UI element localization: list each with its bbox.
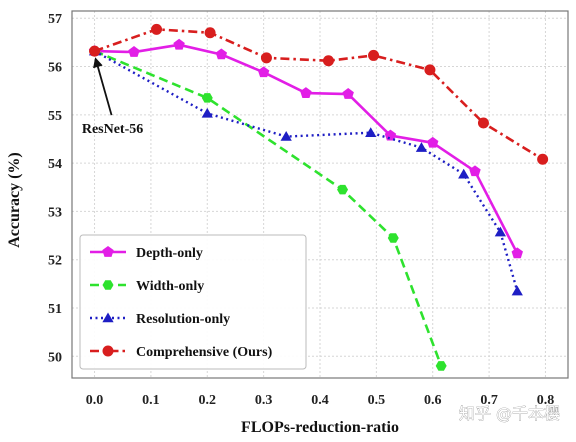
y-axis-label: Accuracy (%) — [6, 152, 23, 248]
data-point — [89, 45, 101, 57]
y-tick-label: 54 — [48, 157, 62, 172]
data-point — [201, 93, 213, 103]
data-point — [427, 136, 439, 148]
x-tick-label: 0.2 — [199, 393, 217, 408]
data-point — [257, 66, 270, 78]
series-comprehensive-ours — [89, 23, 549, 165]
data-point — [215, 48, 228, 60]
legend-item: Width-only — [90, 279, 204, 294]
annotation-arrow — [93, 57, 113, 116]
y-tick-label: 52 — [48, 254, 62, 269]
legend-item: Depth-only — [90, 246, 203, 261]
series-line — [94, 28, 544, 161]
legend-label: Resolution-only — [136, 312, 230, 327]
data-point — [477, 117, 489, 129]
data-point — [494, 226, 506, 237]
legend-item: Comprehensive (Ours) — [90, 345, 273, 360]
x-tick-label: 0.6 — [424, 393, 442, 408]
x-tick-label: 0.7 — [480, 393, 498, 408]
legend-marker — [102, 345, 114, 357]
data-point — [280, 131, 292, 141]
tick-labels: 0.0 0.1 0.2 0.3 0.4 0.5 0.6 0.7 0.8 50 51 52 53 54 55 5… — [48, 12, 554, 408]
data-point — [415, 142, 428, 152]
data-point — [300, 87, 312, 98]
x-tick-label: 0.5 — [368, 393, 386, 408]
y-tick-label: 51 — [48, 302, 62, 317]
data-point — [469, 165, 481, 177]
data-point — [537, 153, 549, 165]
data-point — [201, 107, 213, 118]
data-point — [511, 247, 523, 259]
x-axis-label: FLOPs-reduction-ratio — [241, 419, 399, 436]
legend-label: Depth-only — [136, 246, 203, 261]
data-point — [368, 49, 380, 61]
data-point — [458, 168, 470, 179]
x-tick-label: 0.1 — [142, 393, 160, 408]
y-tick-label: 50 — [48, 350, 62, 365]
data-point — [173, 38, 185, 50]
legend: Depth-only Width-only Resolution-only Compr… — [79, 234, 307, 370]
data-point — [365, 127, 377, 137]
series-depth-only — [88, 38, 523, 259]
annotations: ResNet-56 — [82, 57, 143, 137]
annotation-label: ResNet-56 — [82, 122, 143, 137]
x-tick-label: 0.3 — [255, 393, 273, 408]
data-point — [387, 233, 399, 243]
data-point — [342, 88, 354, 99]
plot-frame — [71, 10, 569, 379]
data-point — [151, 23, 163, 35]
y-tick-label: 57 — [48, 12, 62, 27]
x-tick-label: 0.0 — [86, 393, 104, 408]
watermark: 知乎 @千本樱 — [459, 404, 560, 423]
data-point — [384, 129, 397, 141]
x-tick-label: 0.4 — [311, 393, 329, 408]
data-point — [204, 27, 216, 39]
data-point — [511, 285, 523, 296]
legend-item: Resolution-only — [90, 312, 230, 327]
legend-marker — [102, 280, 114, 290]
legend-box — [79, 234, 307, 370]
y-tick-label: 53 — [48, 205, 62, 220]
legend-marker — [102, 312, 114, 323]
series-resolution-only — [88, 45, 523, 296]
data-point — [260, 52, 272, 64]
x-tick-label: 0.8 — [537, 393, 555, 408]
y-tick-label: 56 — [48, 61, 62, 76]
data-point — [435, 361, 447, 371]
data-point — [337, 184, 349, 195]
y-tick-label: 55 — [48, 109, 62, 124]
series-layer — [88, 23, 549, 371]
legend-marker — [102, 246, 114, 257]
legend-label: Comprehensive (Ours) — [136, 345, 273, 360]
data-point — [128, 46, 140, 57]
legend-label: Width-only — [136, 279, 204, 294]
data-point — [322, 55, 334, 67]
data-point — [424, 64, 436, 76]
